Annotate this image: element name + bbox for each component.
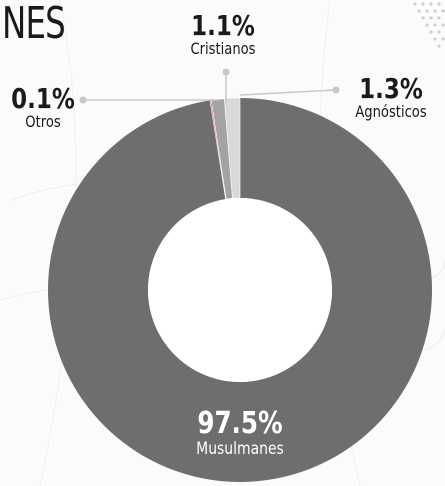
leader-agnosticos <box>239 89 337 96</box>
leader-agnosticos-dot <box>332 86 340 94</box>
callout-agnosticos: 1.3% Agnósticos <box>336 75 445 121</box>
donut-hole <box>148 198 332 382</box>
cristianos-name-label: Cristianos <box>190 39 256 58</box>
agnosticos-percent-label: 1.3% <box>359 72 423 105</box>
callout-musulmanes: 97.5% Musulmanes <box>180 406 300 459</box>
leader-cristianos-dot <box>222 68 230 76</box>
dot-pattern-decoration <box>413 2 445 48</box>
otros-percent-label: 0.1% <box>11 82 75 115</box>
agnosticos-name-label: Agnósticos <box>355 102 427 121</box>
leader-otros-dot <box>79 96 87 104</box>
musulmanes-percent-label: 97.5% <box>197 406 283 441</box>
cristianos-percent-label: 1.1% <box>191 9 255 42</box>
page-title-fragment: NES <box>2 0 66 49</box>
callout-cristianos: 1.1% Cristianos <box>163 12 283 58</box>
musulmanes-name-label: Musulmanes <box>196 439 284 459</box>
slice-musulmanes <box>47 98 432 483</box>
otros-name-label: Otros <box>25 112 61 131</box>
callout-otros: 0.1% Otros <box>0 85 86 131</box>
